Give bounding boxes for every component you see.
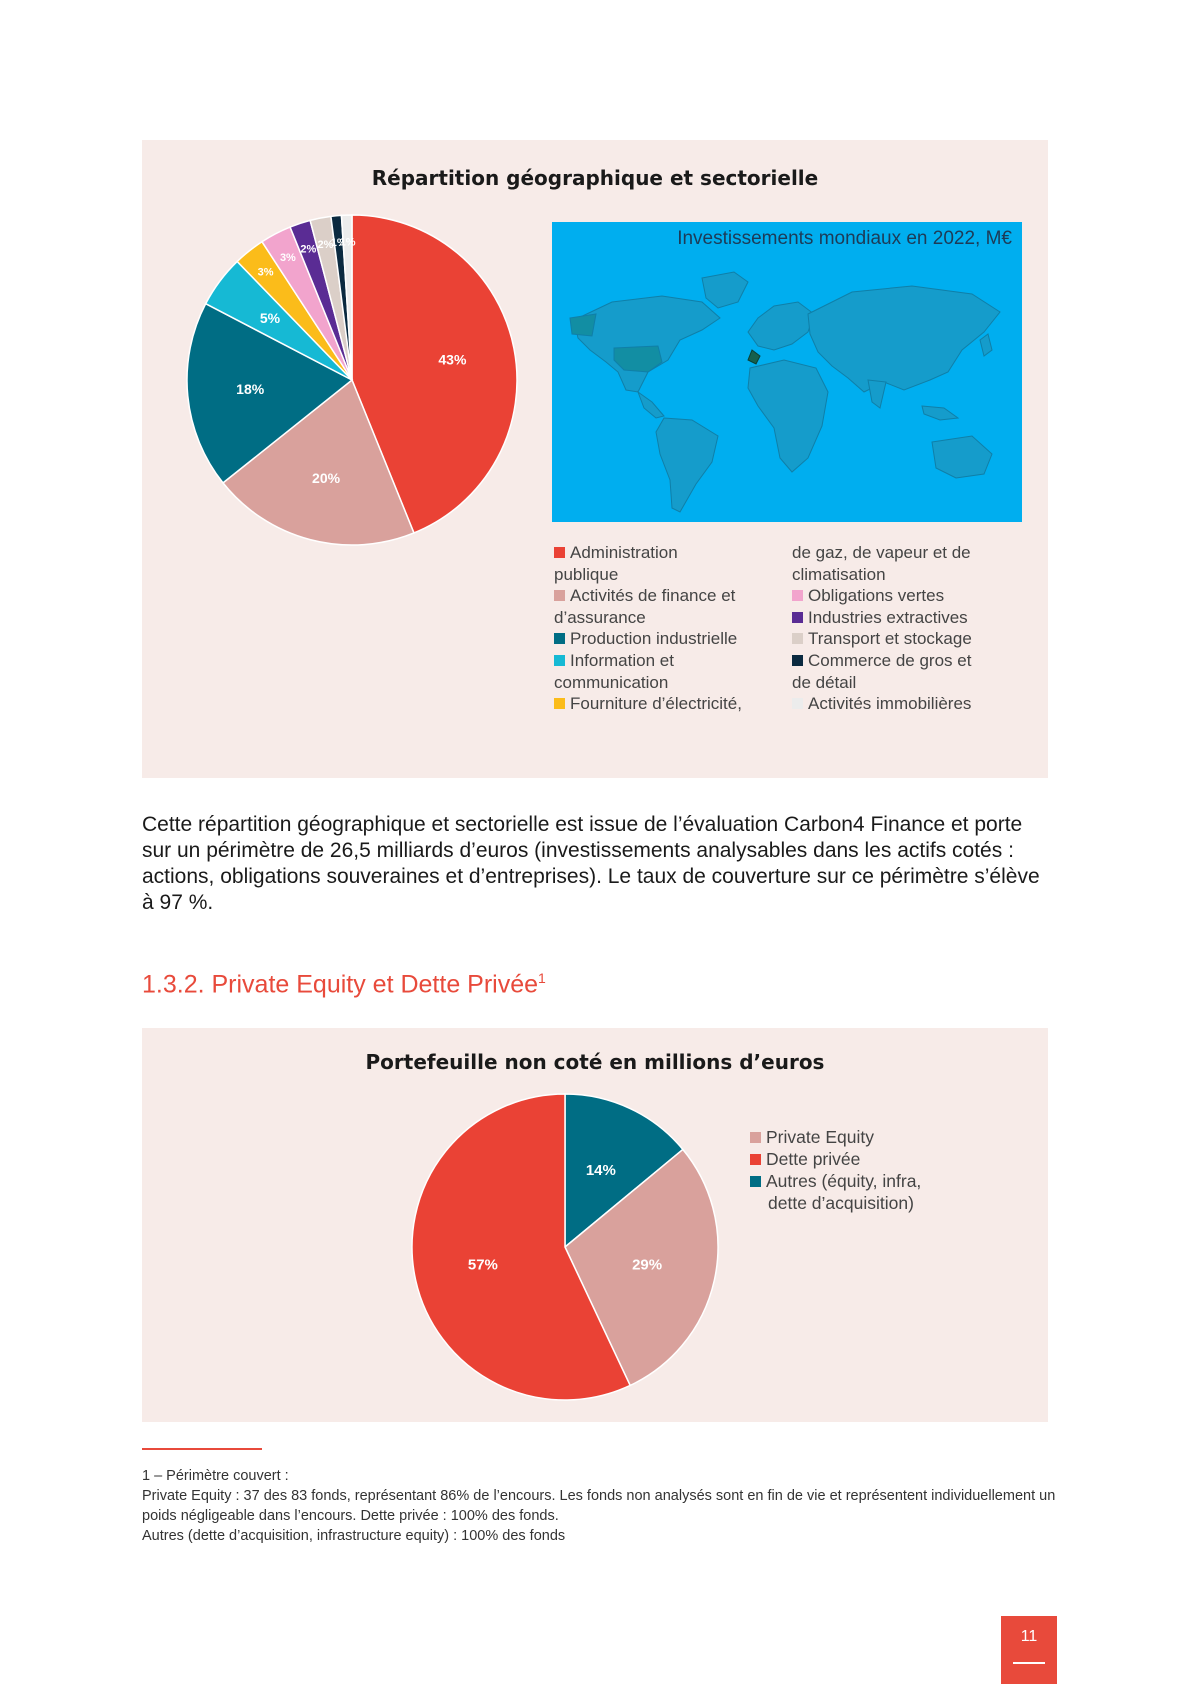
legend-swatch (554, 590, 565, 602)
page-number-underline (1013, 1662, 1045, 1664)
legend-swatch (554, 633, 565, 645)
chart2-legend-item: Private Equity (750, 1126, 970, 1148)
footnote-line1: 1 – Périmètre couvert : (142, 1468, 289, 1484)
pie-slice (564, 1093, 684, 1249)
unlisted-portfolio-panel: Portefeuille non coté en millions d’euro… (142, 1028, 1048, 1422)
chart1-title: Répartition géographique et sectorielle (371, 166, 819, 190)
legend-swatch (792, 698, 803, 710)
section-heading-text: 1.3.2. Private Equity et Dette Privée (142, 970, 539, 999)
chart1-legend-item: Activités immobilières (792, 693, 1022, 715)
legend-label: Administration (570, 543, 678, 562)
chart1-legend-item: Production industrielle (554, 628, 769, 650)
legend-label: Autres (équity, infra, (766, 1171, 922, 1191)
legend-label: Dette privée (766, 1149, 861, 1169)
legend-label: Fourniture d’électricité, (570, 694, 742, 714)
legend-swatch (792, 611, 803, 623)
legend-label: Commerce de gros et (808, 650, 972, 670)
chart1-legend-item: Fourniture d’électricité, (554, 693, 769, 715)
world-map: Investissements mondiaux en 2022, M€ (552, 222, 1022, 522)
legend-swatch (792, 633, 803, 645)
chart1-legend-item: Activités de finance et (554, 585, 769, 607)
pie-slice (221, 378, 415, 546)
section-heading: 1.3.2. Private Equity et Dette Privée1 (142, 970, 546, 999)
chart1-legend-item-continued: de détail (792, 672, 857, 692)
legend-label: Activités de finance et (570, 586, 736, 606)
chart1-legend-item: Information et (554, 650, 769, 672)
legend-swatch (792, 654, 803, 666)
legend-swatch (554, 654, 565, 666)
pie-slice-label: 57% (468, 1256, 498, 1273)
legend-swatch (792, 590, 803, 602)
pie-slice (340, 214, 353, 381)
chart1-legend-col2: de gaz, de vapeur et de climatisation Obli… (792, 542, 1022, 715)
pie-slice-label: 3% (280, 252, 296, 264)
chart1-legend-col1: Administration publique Activités de finan… (554, 542, 769, 715)
chart2-title: Portefeuille non coté en millions d’euro… (365, 1050, 825, 1074)
pie-slice-label: 14% (586, 1162, 616, 1179)
pie-slice (186, 302, 354, 484)
chart1-legend-item: Transport et stockage (792, 628, 1022, 650)
world-map-shapes (569, 271, 1001, 513)
chart1-legend-item: Obligations vertes (792, 585, 1022, 607)
footnote-line3: Autres (dette d’acquisition, infrastruct… (142, 1528, 566, 1544)
legend-swatch (750, 1176, 761, 1187)
chart1-legend-item-continued: publique (554, 564, 619, 584)
map-title: Investissements mondiaux en 2022, M€ (677, 228, 1012, 249)
legend-label: Activités immobilières (808, 694, 972, 714)
chart2-legend-item: dette d’acquisition) (750, 1192, 970, 1214)
chart1-legend-item: Industries extractives (792, 607, 1022, 629)
pie-slice-label: 29% (632, 1256, 662, 1273)
footnote-line2: Private Equity : 37 des 83 fonds, représ… (142, 1488, 1056, 1524)
chart2-legend: Private Equity Dette privée Autres (équity… (750, 1126, 970, 1214)
sector-geo-panel: Répartition géographique et sectorielle … (142, 140, 1048, 778)
chart2-legend-item: Dette privée (750, 1148, 970, 1170)
legend-swatch (554, 547, 565, 558)
chart1-legend-item: Administration (554, 542, 769, 564)
sector-pie-chart: 43%20%18%5%3%3%2% 2%1%1% (186, 214, 518, 546)
pie-slice-label: 3% (258, 267, 274, 279)
chart1-legend-item-continued: de gaz, de vapeur et de (792, 543, 971, 562)
legend-swatch (750, 1154, 761, 1165)
legend-label: Production industrielle (570, 629, 738, 649)
legend-label: Industries extractives (808, 607, 968, 627)
legend-label: dette d’acquisition) (768, 1193, 914, 1213)
chart2-legend-item: Autres (équity, infra, (750, 1170, 970, 1192)
legend-label: Private Equity (766, 1127, 874, 1147)
pie-slice-label: 2% (318, 239, 334, 251)
page-number: 11 (1020, 1628, 1038, 1645)
footnote: 1 – Périmètre couvert : Private Equity :… (142, 1466, 1062, 1546)
pie-slice-label: 18% (236, 381, 265, 397)
pie-slice-label: 1% (340, 236, 356, 248)
pie-slice (564, 1148, 719, 1387)
legend-swatch (554, 698, 565, 710)
body-paragraph: Cette répartition géographique et sector… (142, 813, 1040, 914)
pie-slice-label: 2% (300, 243, 316, 255)
chart1-legend-item: Commerce de gros et (792, 650, 1022, 672)
chart1-legend-item-continued: communication (554, 672, 669, 692)
pie-slice-label: 5% (260, 310, 281, 326)
footnote-rule (142, 1448, 262, 1450)
legend-label: Obligations vertes (808, 586, 945, 606)
pie-slice-label: 43% (438, 351, 467, 367)
pie-slice (351, 214, 518, 534)
pie-slice (411, 1093, 632, 1401)
chart1-legend-item-continued: d’assurance (554, 607, 646, 627)
legend-swatch (750, 1132, 761, 1143)
legend-label: Information et (570, 650, 674, 670)
legend-label: Transport et stockage (808, 629, 972, 649)
unlisted-pie-chart: 14% 29% 57% (411, 1093, 719, 1401)
section-heading-footnote-ref: 1 (538, 970, 546, 986)
page-number-box: 11 (1001, 1616, 1057, 1684)
chart1-legend-item-continued: climatisation (792, 564, 886, 584)
pie-slice-label: 20% (312, 470, 341, 486)
